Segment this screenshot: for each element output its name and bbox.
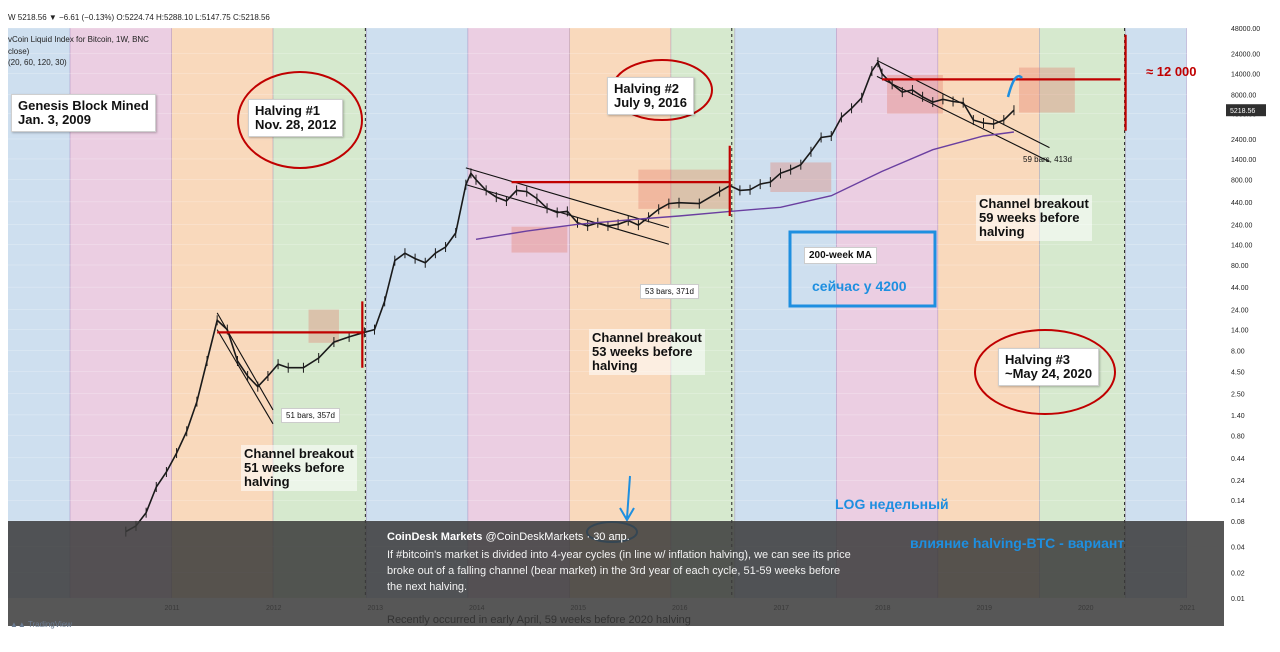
tweet-body: If #bitcoin's market is divided into 4-y… (387, 549, 851, 593)
price-level-annotation: ≈ 12 000 (1146, 64, 1197, 79)
band (569, 28, 671, 598)
band (1125, 28, 1187, 598)
cloud-area (308, 309, 339, 343)
band (670, 28, 735, 598)
params-legend: (20, 60, 120, 30) (8, 58, 67, 67)
tradingview-label: TradingView (27, 620, 72, 629)
tradingview-logo[interactable]: ▲▲ TradingView (10, 620, 72, 629)
tradingview-logo-icon: ▲▲ (10, 620, 28, 629)
ma200-label: 200-week MA (804, 247, 877, 264)
index-legend: vCoin Liquid Index for Bitcoin, 1W, BNC (8, 35, 149, 44)
breakout-2-label: Channel breakout 53 weeks before halving (589, 329, 705, 375)
y-tick-label: 1400.00 (1231, 157, 1256, 164)
y-tick-label: 24.00 (1231, 308, 1249, 315)
y-tick-label: 0.04 (1231, 545, 1245, 552)
tweet-handle[interactable]: @CoinDeskMarkets (485, 531, 584, 543)
y-tick-label: 0.24 (1231, 478, 1245, 485)
breakout-1-label: Channel breakout 51 weeks before halving (241, 445, 357, 491)
price-marker (1226, 104, 1266, 117)
genesis-block-label: Genesis Block Mined Jan. 3, 2009 (11, 94, 156, 132)
red-circle (974, 329, 1116, 415)
y-tick-label: 2400.00 (1231, 137, 1256, 144)
cloud-area (511, 226, 568, 253)
ohlc-legend: W 5218.56 ▼ −6.61 (−0.13%) O:5224.74 H:5… (8, 13, 270, 22)
cloud-area (887, 74, 943, 114)
price-line (125, 60, 1015, 533)
tweet-author[interactable]: CoinDesk Markets (387, 531, 483, 543)
price-marker-label: 5218.56 (1230, 108, 1255, 115)
y-tick-label: 1.40 (1231, 413, 1245, 420)
now-near-annotation: сейчас у 4200 (812, 278, 907, 294)
red-markup (217, 34, 1127, 543)
tweet-date[interactable]: · 30 апр. (586, 531, 630, 543)
y-tick-label: 8.00 (1231, 348, 1245, 355)
y-tick-label: 0.14 (1231, 498, 1245, 505)
channel-line (465, 167, 670, 229)
bars-1-label: 51 bars, 357d (281, 408, 340, 423)
y-tick-label: 0.01 (1231, 596, 1245, 603)
y-tick-label: 14000.00 (1231, 72, 1260, 79)
y-tick-label: 0.80 (1231, 434, 1245, 441)
y-tick-label: 0.02 (1231, 570, 1245, 577)
y-axis: 48000.0024000.0014000.008000.004800.0024… (1224, 0, 1280, 652)
y-tick-label: 0.08 (1231, 519, 1245, 526)
halving-1-label: Halving #1 Nov. 28, 2012 (248, 99, 344, 137)
band (1039, 28, 1126, 598)
close-legend: close) (8, 47, 30, 56)
band (366, 28, 468, 598)
ma200-line (475, 131, 1014, 240)
y-tick-label: 48000.00 (1231, 26, 1260, 33)
y-tick-label: 8000.00 (1231, 92, 1256, 99)
y-tick-label: 14.00 (1231, 328, 1249, 335)
y-tick-label: 80.00 (1231, 263, 1249, 270)
halving-2-label: Halving #2 July 9, 2016 (607, 77, 694, 115)
cloud-area (1019, 67, 1075, 113)
red-circle (237, 71, 363, 169)
y-tick-label: 2.50 (1231, 391, 1245, 398)
projection-arrow (1006, 74, 1023, 98)
band (467, 28, 570, 598)
variant-annotation: влияние halving-BTC - вариант (910, 535, 1125, 551)
now-box (788, 230, 937, 308)
y-tick-label: 0.44 (1231, 456, 1245, 463)
log-weekly-annotation: LOG недельный (835, 496, 949, 512)
pointer-arrow (619, 475, 635, 522)
y-tick-label: 800.00 (1231, 178, 1253, 185)
bars-3-label: 59 bars, 413d (1023, 155, 1072, 164)
band (836, 28, 938, 598)
y-tick-label: 440.00 (1231, 200, 1253, 207)
y-tick-label: 4.50 (1231, 370, 1245, 377)
breakout-3-label: Channel breakout 59 weeks before halving (976, 195, 1092, 241)
y-tick-label: 44.00 (1231, 285, 1249, 292)
channel-line (216, 329, 274, 425)
band (734, 28, 837, 598)
tweet-header[interactable]: CoinDesk Markets @CoinDeskMarkets · 30 а… (387, 531, 630, 543)
tweet-overlay (8, 521, 1224, 626)
tweet-footer: Recently occurred in early April, 59 wee… (387, 614, 691, 626)
price-series (125, 57, 1015, 537)
halving-3-label: Halving #3 ~May 24, 2020 (998, 348, 1100, 386)
y-tick-label: 24000.00 (1231, 52, 1260, 59)
bars-2-label: 53 bars, 371d (640, 284, 699, 299)
y-tick-label: 140.00 (1231, 242, 1253, 249)
y-tick-label: 240.00 (1231, 222, 1253, 229)
